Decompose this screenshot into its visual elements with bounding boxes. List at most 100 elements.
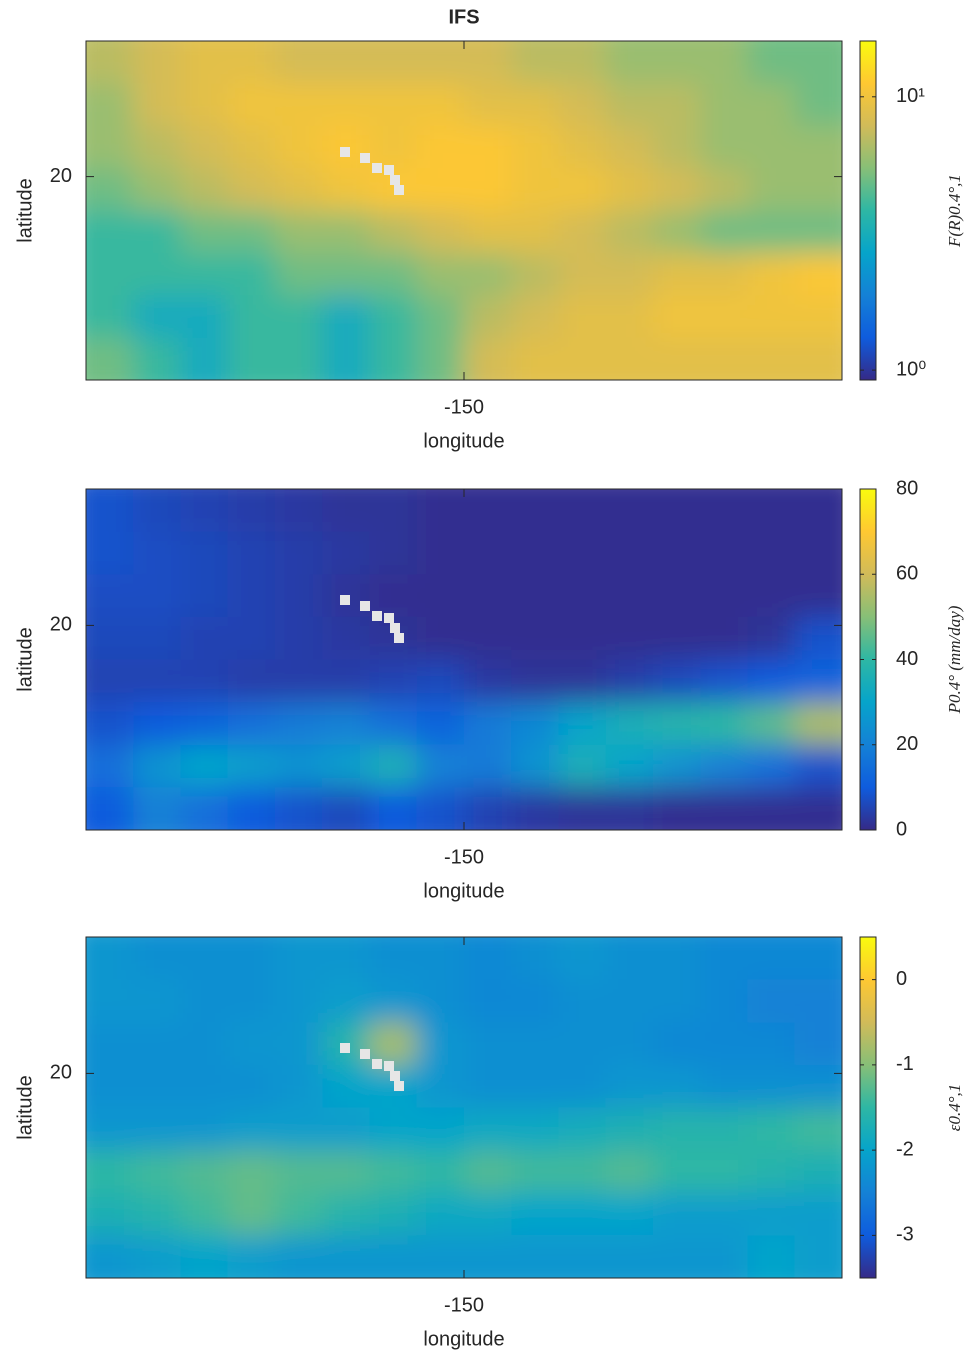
heatmap-cell	[180, 125, 229, 170]
heatmap-cell	[133, 616, 182, 661]
heatmap-cell	[180, 489, 229, 533]
heatmap-cell	[605, 41, 654, 85]
heatmap-cell	[464, 1064, 513, 1109]
heatmap-cell	[558, 574, 607, 618]
heatmap-cell	[227, 787, 276, 830]
heatmap-cell	[700, 702, 749, 746]
heatmap-cell	[227, 616, 276, 661]
heatmap-cell	[416, 1107, 465, 1152]
heatmap-cell	[133, 337, 182, 380]
heatmap-cell	[794, 1192, 842, 1237]
heatmap-cell	[511, 787, 560, 830]
heatmap-cell	[794, 168, 842, 212]
heatmap-cell	[464, 531, 513, 576]
heatmap-cell	[464, 83, 513, 127]
colorbar-tick-label: 0	[896, 968, 907, 990]
heatmap-cell	[464, 659, 513, 704]
chart-title: IFS	[448, 6, 479, 28]
land-mask	[390, 175, 400, 185]
heatmap-cells	[86, 937, 842, 1278]
heatmap-cell	[369, 787, 418, 830]
heatmap-cell	[86, 1192, 135, 1237]
land-mask	[360, 1049, 370, 1059]
heatmap-cell	[369, 1150, 418, 1194]
heatmap-cell	[86, 295, 135, 339]
heatmap-cell	[511, 1107, 560, 1152]
heatmap-cell	[227, 489, 276, 533]
heatmap-cell	[653, 210, 702, 254]
heatmap-cell	[275, 616, 324, 661]
heatmap-cell	[322, 979, 371, 1024]
heatmap-cell	[180, 1150, 229, 1194]
heatmap-cell	[747, 787, 796, 830]
heatmap-cell	[322, 168, 371, 212]
colorbar-tick-label: 40	[896, 648, 918, 670]
heatmap-cell	[747, 1064, 796, 1109]
heatmap-cell	[794, 744, 842, 789]
heatmap-cell	[700, 574, 749, 618]
heatmap-cell	[700, 1192, 749, 1237]
heatmap-cell	[511, 937, 560, 981]
heatmap-cell	[86, 83, 135, 127]
heatmap-cell	[653, 531, 702, 576]
heatmap-cell	[794, 1235, 842, 1278]
heatmap-cell	[322, 1235, 371, 1278]
heatmap-cell	[605, 702, 654, 746]
heatmap-cell	[86, 744, 135, 789]
heatmap-cell	[275, 1022, 324, 1066]
heatmap-cell	[322, 41, 371, 85]
heatmap-cell	[605, 1022, 654, 1066]
heatmap-cell	[416, 616, 465, 661]
heatmap-cell	[700, 168, 749, 212]
heatmap-cell	[794, 337, 842, 380]
heatmap-cell	[511, 210, 560, 254]
heatmap-cell	[275, 979, 324, 1024]
heatmap-cell	[511, 702, 560, 746]
colorbar-tick-label: 0	[896, 818, 907, 840]
heatmap	[86, 489, 842, 830]
heatmap-cell	[605, 489, 654, 533]
heatmap-cell	[511, 252, 560, 297]
heatmap-cell	[275, 1150, 324, 1194]
heatmap-cell	[416, 252, 465, 297]
heatmap-cell	[86, 574, 135, 618]
heatmap-cell	[747, 168, 796, 212]
heatmap-cell	[180, 1235, 229, 1278]
heatmap-cell	[180, 1064, 229, 1109]
heatmap-cell	[464, 41, 513, 85]
y-axis-label: latitude	[14, 627, 36, 692]
heatmap-cell	[747, 252, 796, 297]
heatmap-cell	[416, 83, 465, 127]
colorbar-label: F(R)0.4°,1	[945, 174, 964, 248]
heatmap-cell	[747, 295, 796, 339]
heatmap-cell	[369, 574, 418, 618]
heatmap-cell	[511, 1064, 560, 1109]
heatmap-cell	[700, 616, 749, 661]
heatmap-cell	[86, 1022, 135, 1066]
land-mask	[340, 1043, 350, 1053]
heatmap-cell	[794, 702, 842, 746]
heatmap-cell	[133, 1064, 182, 1109]
heatmap-cell	[653, 1064, 702, 1109]
heatmap-cell	[747, 702, 796, 746]
heatmap-cell	[227, 659, 276, 704]
heatmap-cell	[794, 979, 842, 1024]
heatmap-cell	[369, 295, 418, 339]
heatmap-cell	[133, 252, 182, 297]
land-mask	[360, 153, 370, 163]
land-mask	[360, 601, 370, 611]
heatmap-cell	[558, 744, 607, 789]
heatmap-cell	[133, 295, 182, 339]
heatmap-cell	[605, 210, 654, 254]
heatmap-cell	[416, 574, 465, 618]
heatmap-cell	[180, 616, 229, 661]
heatmap-cell	[653, 744, 702, 789]
heatmap-cell	[747, 574, 796, 618]
colorbar-tick-label: -2	[896, 1138, 914, 1160]
land-mask	[372, 1059, 382, 1069]
heatmap-cell	[558, 1235, 607, 1278]
heatmap-cell	[416, 1022, 465, 1066]
heatmap-cell	[700, 337, 749, 380]
heatmap-cell	[653, 1022, 702, 1066]
heatmap-cell	[227, 1150, 276, 1194]
